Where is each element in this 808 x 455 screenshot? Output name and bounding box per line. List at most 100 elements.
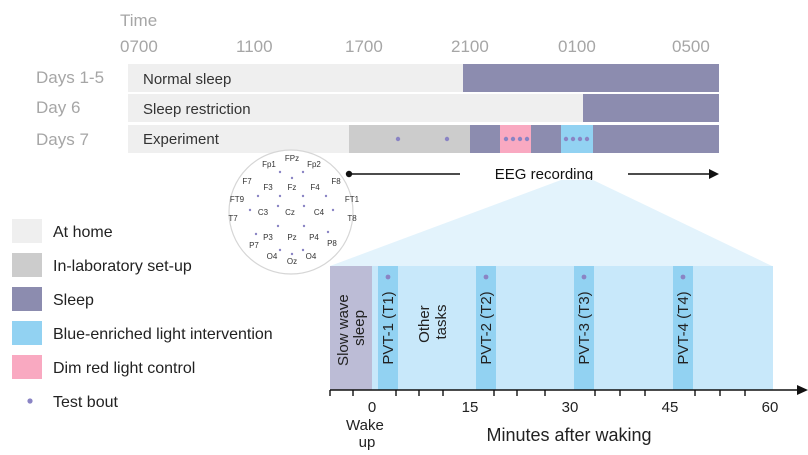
zoom-projection	[330, 180, 772, 266]
eeg-label: EEG recording	[495, 166, 593, 183]
test-bout-dot	[581, 274, 587, 280]
minutes-axis-label: Minutes after waking	[486, 425, 651, 445]
minutes-tick: 15	[462, 399, 479, 416]
electrode-label: C3	[258, 208, 269, 217]
test-bout-dot	[483, 274, 489, 280]
other-tasks-line: tasks	[433, 304, 450, 339]
electrode-dot	[248, 208, 252, 212]
test-bout-dot	[577, 136, 583, 142]
sws-line: Slow wave	[335, 294, 352, 366]
electrode-dot	[278, 170, 282, 174]
legend-label: At home	[53, 224, 113, 241]
electrode-label: T8	[347, 214, 357, 223]
slow-wave-sleep-block	[330, 266, 372, 390]
minutes-tick: 30	[562, 399, 579, 416]
test-bout-dot	[563, 136, 569, 142]
electrode-label: P3	[263, 233, 273, 242]
wake-up-label: Wake up	[346, 417, 388, 450]
electrode-label: F3	[263, 183, 273, 192]
test-bout-dot	[584, 136, 590, 142]
minutes-tick: 0	[368, 399, 376, 416]
row1-sleep-bar	[463, 64, 719, 92]
legend-swatch-at-home	[12, 219, 42, 243]
legend-swatch-red-light	[12, 355, 42, 379]
electrode-label: T7	[228, 214, 238, 223]
electrode-dot	[301, 194, 305, 198]
electrode-label: Cz	[285, 208, 295, 217]
electrode-label: F4	[310, 183, 320, 192]
row2-sleep-bar	[583, 94, 719, 122]
test-bout-dot	[503, 136, 509, 142]
eeg-head-map: Fp1 FPz Fp2 F7 F3 Fz F4 F8 FT9 C3 Cz C4 …	[228, 149, 360, 275]
electrode-dot	[331, 208, 335, 212]
time-tick: 0500	[672, 37, 710, 56]
electrode-dot	[301, 248, 305, 252]
day-label: Day 6	[36, 98, 80, 117]
pvt-label: PVT-1 (T1)	[380, 291, 397, 364]
legend-test-bout-dot	[27, 398, 33, 404]
row2-home-bar	[128, 94, 584, 122]
electrode-label: F7	[242, 177, 252, 186]
electrode-label: Pz	[287, 233, 296, 242]
test-bout-dot	[395, 136, 401, 142]
legend-label: In-laboratory set-up	[53, 258, 192, 275]
axis-arrowhead	[797, 385, 808, 395]
pvt-block	[378, 266, 398, 390]
sws-line: sleep	[351, 310, 368, 346]
pvt-block	[476, 266, 496, 390]
row-label: Normal sleep	[143, 71, 231, 88]
minutes-tick: 60	[762, 399, 779, 416]
electrode-label: P7	[249, 241, 259, 250]
time-ticks: 0700 1100 1700 2100 0100 0500	[120, 37, 710, 56]
test-bout-dot	[444, 136, 450, 142]
electrode-dot	[276, 204, 280, 208]
electrode-dot	[254, 232, 258, 236]
time-tick: 2100	[451, 37, 489, 56]
time-tick: 1700	[345, 37, 383, 56]
pvt-label: PVT-2 (T2)	[478, 291, 495, 364]
legend-label: Test bout	[53, 394, 118, 411]
legend-swatch-setup	[12, 253, 42, 277]
row1-home-bar	[128, 64, 464, 92]
electrode-label: FT1	[345, 195, 360, 204]
electrode-dot	[302, 204, 306, 208]
electrode-dot	[290, 176, 294, 180]
time-axis-title: Time	[120, 11, 157, 30]
electrode-dot	[278, 194, 282, 198]
test-bout-dot	[524, 136, 530, 142]
time-tick: 1100	[236, 37, 273, 56]
row-label: Experiment	[143, 131, 220, 148]
legend-swatch-blue-light	[12, 321, 42, 345]
pvt-block	[673, 266, 693, 390]
test-bout-dot	[570, 136, 576, 142]
legend: At home In-laboratory set-up Sleep Blue-…	[12, 219, 273, 411]
other-tasks-label: Other tasks	[416, 301, 450, 343]
electrode-label: Fp1	[262, 160, 276, 169]
electrode-label: F8	[331, 177, 341, 186]
electrode-label: P4	[309, 233, 319, 242]
electrode-dot	[302, 224, 306, 228]
legend-label: Dim red light control	[53, 360, 195, 377]
electrode-label: Oz	[287, 257, 297, 266]
test-bout-dot	[517, 136, 523, 142]
electrode-dot	[290, 252, 294, 256]
electrode-dot	[301, 170, 305, 174]
blue-light-panel	[372, 266, 773, 390]
pvt-block	[574, 266, 594, 390]
legend-label: Blue-enriched light intervention	[53, 326, 273, 343]
slow-wave-sleep-label: Slow wave sleep	[335, 290, 368, 366]
test-bout-dot	[385, 274, 391, 280]
electrode-dot	[324, 194, 328, 198]
electrode-label: Fp2	[307, 160, 321, 169]
legend-label: Sleep	[53, 292, 94, 309]
legend-swatch-sleep	[12, 287, 42, 311]
time-tick: 0100	[558, 37, 596, 56]
electrode-label: P8	[327, 239, 337, 248]
eeg-arrowhead	[709, 169, 719, 179]
other-tasks-line: Other	[416, 305, 433, 343]
test-bout-dots	[395, 136, 590, 142]
time-tick: 0700	[120, 37, 158, 56]
pvt-label: PVT-4 (T4)	[675, 291, 692, 364]
minutes-axis: 0 15 30 45 60 Minutes after waking Wake …	[329, 385, 808, 451]
day-label: Days 7	[36, 130, 89, 149]
